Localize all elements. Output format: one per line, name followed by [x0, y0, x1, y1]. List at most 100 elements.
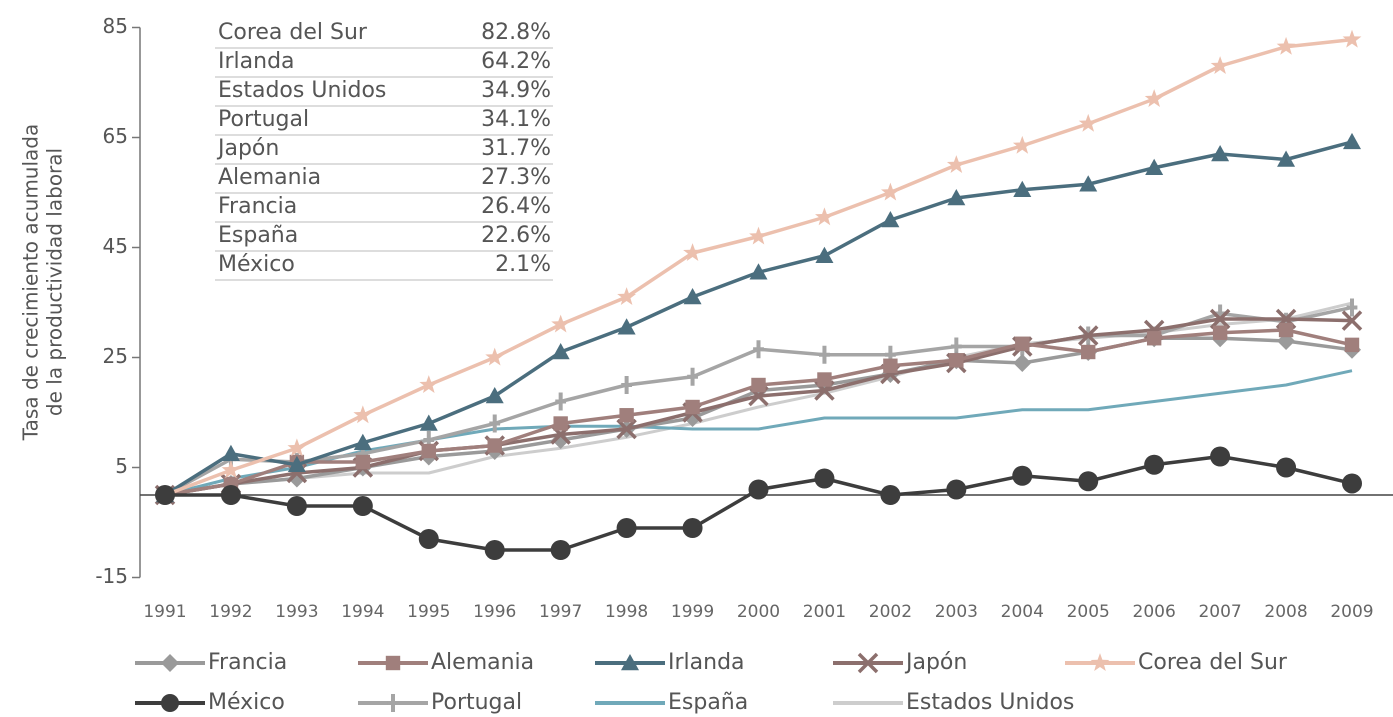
y-tick-label: 65: [103, 124, 128, 148]
x-tick-label: 2007: [1198, 602, 1241, 622]
x-tick-label: 1995: [407, 602, 450, 622]
table-value: 64.2%: [481, 49, 551, 74]
marker: [682, 518, 703, 538]
marker: [1144, 454, 1165, 475]
marker: [616, 418, 637, 440]
marker: [1346, 298, 1358, 317]
marker: [489, 414, 501, 433]
marker: [617, 287, 637, 306]
legend-label: Irlanda: [668, 650, 745, 675]
marker: [551, 343, 570, 360]
marker: [221, 460, 241, 479]
marker: [1079, 175, 1098, 192]
table-name: Corea del Sur: [218, 20, 368, 45]
marker: [883, 358, 898, 373]
marker: [387, 694, 399, 712]
marker: [485, 387, 504, 404]
x-tick-label: 1993: [275, 602, 318, 622]
legend-label: Corea del Sur: [1138, 650, 1288, 675]
marker: [617, 318, 636, 335]
x-tick-label: 2004: [1001, 602, 1044, 622]
marker: [1342, 29, 1362, 48]
marker: [621, 654, 639, 671]
marker: [1341, 310, 1363, 331]
table-name: Portugal: [218, 107, 309, 132]
x-tick-label: 2006: [1133, 602, 1176, 622]
marker: [1013, 180, 1032, 197]
legend-label: Japón: [904, 650, 967, 675]
table-name: Irlanda: [218, 49, 295, 74]
marker: [946, 155, 966, 174]
x-tick-label: 1992: [209, 602, 252, 622]
x-tick-label: 1994: [341, 602, 384, 622]
marker: [1144, 89, 1164, 108]
marker: [685, 399, 700, 415]
marker: [419, 375, 439, 394]
table-name: México: [218, 252, 295, 277]
y-tick-label: 25: [103, 344, 128, 368]
marker: [1276, 36, 1296, 55]
table-name: Estados Unidos: [218, 78, 386, 103]
y-tick-label: 5: [115, 454, 128, 478]
marker: [385, 655, 401, 671]
x-tick-label: 1998: [605, 602, 648, 622]
x-tick-label: 2000: [737, 602, 780, 622]
x-tick-label: 2005: [1067, 602, 1110, 622]
marker: [353, 433, 372, 450]
legend-label: Portugal: [431, 690, 522, 715]
marker: [286, 496, 307, 516]
marker: [817, 372, 832, 387]
marker: [749, 226, 768, 245]
marker: [550, 540, 571, 560]
marker: [751, 377, 766, 393]
table-value: 2.1%: [495, 252, 551, 277]
marker: [1081, 344, 1096, 360]
marker: [161, 694, 179, 712]
table-name: Francia: [218, 194, 297, 219]
marker: [1209, 308, 1231, 330]
marker: [418, 529, 439, 549]
y-axis-label: de la productividad laboral: [43, 148, 67, 416]
marker: [355, 454, 371, 470]
marker: [1015, 336, 1030, 351]
marker: [881, 211, 900, 228]
marker: [485, 347, 505, 366]
legend-label: Estados Unidos: [906, 690, 1074, 715]
x-tick-label: 2003: [935, 602, 978, 622]
marker: [619, 408, 634, 423]
marker: [287, 455, 306, 472]
marker: [749, 263, 768, 280]
marker: [419, 414, 438, 431]
marker: [161, 654, 179, 672]
legend-label: España: [668, 690, 748, 715]
marker: [814, 468, 835, 489]
x-tick-label: 1999: [671, 602, 714, 622]
y-axis-label: Tasa de crecimiento acumulada: [19, 124, 43, 442]
marker: [949, 353, 964, 368]
marker: [553, 416, 568, 431]
marker: [287, 438, 307, 457]
marker: [1012, 465, 1033, 486]
x-tick-label: 2002: [869, 602, 912, 622]
marker: [1277, 150, 1296, 167]
marker: [555, 392, 567, 411]
marker: [353, 405, 373, 424]
legend-label: Alemania: [431, 650, 534, 675]
marker: [687, 367, 698, 386]
marker: [1013, 354, 1032, 372]
marker: [1343, 132, 1361, 150]
marker: [1276, 457, 1297, 478]
table-value: 31.7%: [481, 136, 551, 161]
table-value: 82.8%: [481, 20, 551, 45]
marker: [1077, 325, 1099, 346]
marker: [1210, 446, 1231, 467]
marker: [155, 485, 175, 505]
marker: [1211, 145, 1230, 162]
marker: [1090, 653, 1110, 672]
y-tick-label: 85: [103, 14, 128, 38]
series-line: [164, 336, 1353, 497]
x-tick-label: 2008: [1264, 602, 1307, 622]
x-tick-label: 1997: [539, 602, 582, 622]
marker: [221, 444, 240, 461]
